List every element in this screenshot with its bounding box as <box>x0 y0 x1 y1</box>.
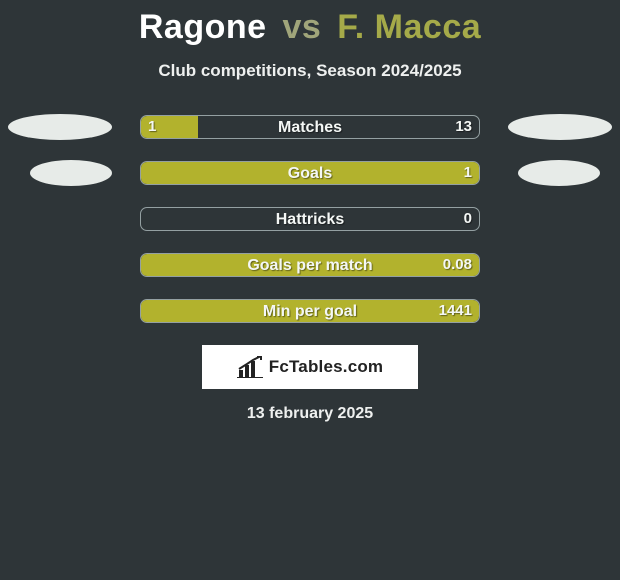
title-right: F. Macca <box>337 8 481 46</box>
stat-row: Matches 1 13 <box>0 115 620 139</box>
bar-chart-icon <box>237 356 263 378</box>
stat-row: Goals 1 <box>0 161 620 185</box>
title-vs: vs <box>283 8 322 46</box>
stat-row: Min per goal 1441 <box>0 299 620 323</box>
chart-stage: Matches 1 13 Goals 1 Hattricks 0 Goals p… <box>0 115 620 323</box>
stat-bar: Hattricks <box>140 207 480 231</box>
date-text: 13 february 2025 <box>0 405 620 423</box>
stat-bar-right-fill <box>141 300 479 322</box>
stat-row: Hattricks 0 <box>0 207 620 231</box>
stat-bar-left-fill <box>141 116 198 138</box>
stat-label: Hattricks <box>141 208 479 231</box>
stat-bar: Goals <box>140 161 480 185</box>
fctables-logo[interactable]: FcTables.com <box>202 345 418 389</box>
stat-bar: Matches <box>140 115 480 139</box>
subtitle: Club competitions, Season 2024/2025 <box>0 61 620 81</box>
stat-bar: Min per goal <box>140 299 480 323</box>
page-title: Ragone vs F. Macca <box>0 0 620 47</box>
stat-bar-left-fill <box>141 254 479 276</box>
stat-bar: Goals per match <box>140 253 480 277</box>
fctables-logo-text: FcTables.com <box>269 357 384 377</box>
stat-row: Goals per match 0.08 <box>0 253 620 277</box>
title-left: Ragone <box>139 8 267 46</box>
stat-bar-left-fill <box>141 162 479 184</box>
